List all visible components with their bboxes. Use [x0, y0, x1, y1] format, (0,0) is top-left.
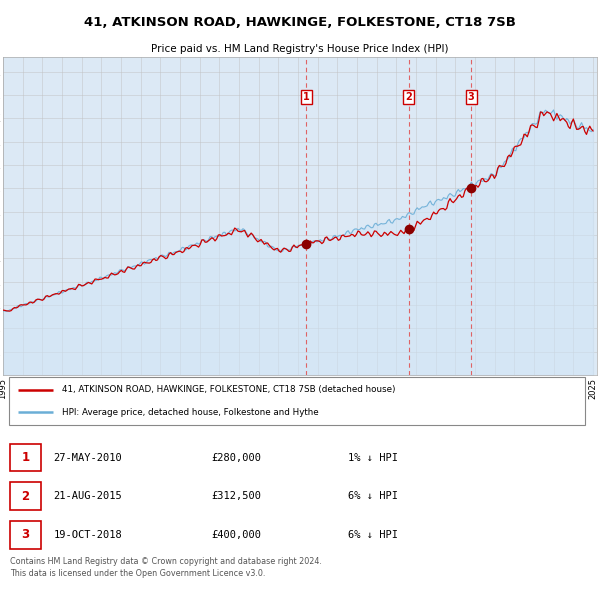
- Text: 1% ↓ HPI: 1% ↓ HPI: [347, 453, 398, 463]
- Text: 3: 3: [468, 92, 475, 102]
- Text: £400,000: £400,000: [211, 530, 261, 540]
- Text: 6% ↓ HPI: 6% ↓ HPI: [347, 491, 398, 501]
- Text: 2: 2: [406, 92, 412, 102]
- Text: HPI: Average price, detached house, Folkestone and Hythe: HPI: Average price, detached house, Folk…: [62, 408, 319, 417]
- Text: Contains HM Land Registry data © Crown copyright and database right 2024.
This d: Contains HM Land Registry data © Crown c…: [10, 557, 322, 578]
- Text: 6% ↓ HPI: 6% ↓ HPI: [347, 530, 398, 540]
- Text: 21-AUG-2015: 21-AUG-2015: [53, 491, 122, 501]
- Text: 1: 1: [303, 92, 310, 102]
- Text: £280,000: £280,000: [211, 453, 261, 463]
- FancyBboxPatch shape: [10, 482, 41, 510]
- Text: 1: 1: [22, 451, 29, 464]
- FancyBboxPatch shape: [9, 377, 585, 425]
- Text: 3: 3: [22, 528, 29, 541]
- Text: £312,500: £312,500: [211, 491, 261, 501]
- Text: 2: 2: [22, 490, 29, 503]
- Text: 27-MAY-2010: 27-MAY-2010: [53, 453, 122, 463]
- Text: 41, ATKINSON ROAD, HAWKINGE, FOLKESTONE, CT18 7SB: 41, ATKINSON ROAD, HAWKINGE, FOLKESTONE,…: [84, 16, 516, 29]
- Text: Price paid vs. HM Land Registry's House Price Index (HPI): Price paid vs. HM Land Registry's House …: [151, 44, 449, 54]
- Text: 41, ATKINSON ROAD, HAWKINGE, FOLKESTONE, CT18 7SB (detached house): 41, ATKINSON ROAD, HAWKINGE, FOLKESTONE,…: [62, 385, 396, 394]
- FancyBboxPatch shape: [10, 521, 41, 549]
- Text: 19-OCT-2018: 19-OCT-2018: [53, 530, 122, 540]
- FancyBboxPatch shape: [10, 444, 41, 471]
